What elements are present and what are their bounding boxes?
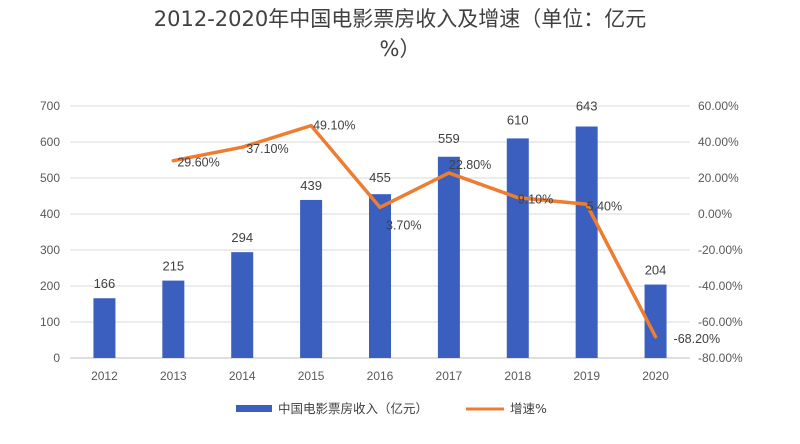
y-left-tick-label: 500: [40, 171, 60, 185]
bar: [644, 284, 667, 358]
y-left-tick-label: 300: [40, 243, 60, 257]
line-value-label: 49.10%: [313, 119, 355, 133]
line-value-label: 9.10%: [518, 193, 553, 207]
bar-value-label: 439: [300, 178, 322, 193]
bar-value-label: 204: [645, 263, 667, 278]
legend-label-line: 增速%: [510, 401, 547, 416]
y-left-tick-label: 600: [40, 135, 60, 149]
y-right-tick-label: 20.00%: [698, 171, 739, 185]
bar-value-label: 294: [231, 230, 253, 245]
bar-value-label: 643: [576, 99, 598, 114]
bar-value-label: 610: [507, 112, 529, 127]
bar: [93, 298, 116, 358]
chart-title: 2012-2020年中国电影票房收入及增速（单位：亿元 %）: [0, 4, 800, 64]
y-left-tick-label: 0: [53, 351, 60, 365]
y-left-tick-label: 200: [40, 279, 60, 293]
x-tick-label: 2015: [298, 369, 325, 383]
y-left-tick-label: 100: [40, 315, 60, 329]
bar: [162, 280, 185, 358]
y-right-tick-label: -40.00%: [698, 279, 743, 293]
line-value-label: 3.70%: [386, 218, 421, 232]
legend-swatch-bars: [236, 405, 272, 412]
growth-line: [171, 123, 658, 339]
x-tick-label: 2017: [436, 369, 463, 383]
line-value-label: 22.80%: [449, 158, 491, 172]
legend-label-bars: 中国电影票房收入（亿元）: [278, 401, 428, 416]
line-value-label: 5.40%: [587, 199, 622, 213]
x-tick-label: 2012: [91, 369, 118, 383]
bar-value-label: 166: [94, 276, 116, 291]
bar: [231, 252, 254, 358]
y-left-tick-label: 700: [40, 99, 60, 113]
bar: [369, 194, 391, 358]
y-right-tick-label: -60.00%: [698, 315, 743, 329]
x-tick-label: 2014: [229, 369, 256, 383]
x-tick-label: 2016: [367, 369, 394, 383]
bar: [506, 138, 529, 358]
chart-title-line2: %）: [379, 37, 421, 61]
bar-value-label: 455: [369, 170, 391, 185]
bar: [437, 156, 460, 358]
bar-value-label: 215: [162, 259, 184, 274]
y-right-tick-label: -80.00%: [698, 351, 743, 365]
y-right-tick-label: 40.00%: [698, 135, 739, 149]
x-tick-label: 2013: [160, 369, 187, 383]
y-right-tick-label: 0.00%: [698, 207, 732, 221]
x-tick-label: 2018: [504, 369, 531, 383]
y-right-tick-label: -20.00%: [698, 243, 743, 257]
bar-value-label: 559: [438, 131, 460, 146]
chart-title-line1: 2012-2020年中国电影票房收入及增速（单位：亿元: [153, 7, 647, 31]
bar: [300, 199, 323, 358]
line-value-label: 29.60%: [177, 156, 219, 170]
line-value-label: 37.10%: [246, 142, 288, 156]
line-value-label: -68.20%: [674, 332, 721, 346]
y-left-tick-label: 400: [40, 207, 60, 221]
x-tick-label: 2019: [573, 369, 600, 383]
x-tick-label: 2020: [642, 369, 669, 383]
bar: [575, 126, 598, 359]
y-right-tick-label: 60.00%: [698, 99, 739, 113]
